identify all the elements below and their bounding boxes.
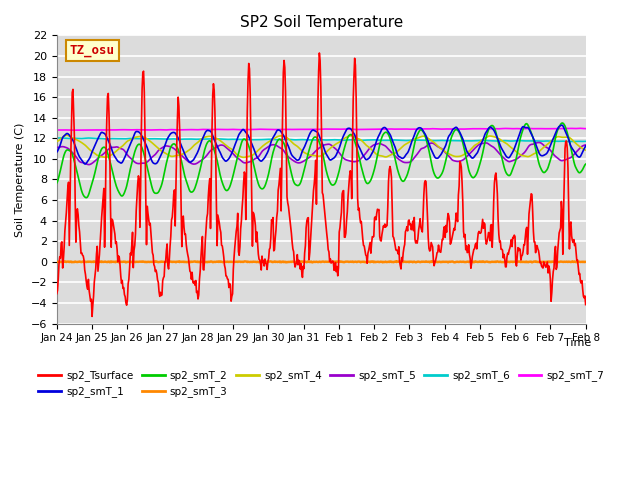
sp2_smT_2 — [401, 176, 409, 181]
sp2_smT_6 — [118, 136, 125, 142]
Text: Time: Time — [564, 338, 591, 348]
sp2_smT_3 — [403, 259, 410, 265]
sp2_smT_6 — [63, 135, 71, 141]
sp2_smT_7 — [70, 127, 78, 133]
sp2_smT_4 — [53, 139, 61, 144]
sp2_smT_4 — [240, 155, 248, 160]
sp2_smT_4 — [387, 152, 394, 158]
sp2_smT_3 — [152, 258, 159, 264]
sp2_smT_3 — [200, 260, 208, 265]
sp2_smT_1 — [82, 161, 90, 167]
Legend: sp2_Tsurface, sp2_smT_1, sp2_smT_2, sp2_smT_3, sp2_smT_4, sp2_smT_5, sp2_smT_6, : sp2_Tsurface, sp2_smT_1, sp2_smT_2, sp2_… — [34, 366, 609, 402]
sp2_smT_4 — [63, 132, 70, 138]
sp2_smT_1 — [172, 130, 179, 136]
sp2_smT_4 — [403, 141, 410, 147]
sp2_smT_6 — [570, 139, 577, 144]
sp2_smT_4 — [172, 153, 179, 159]
sp2_Tsurface — [316, 50, 323, 56]
sp2_smT_2 — [386, 135, 394, 141]
sp2_smT_5 — [199, 156, 207, 162]
Line: sp2_smT_2: sp2_smT_2 — [57, 123, 586, 198]
sp2_Tsurface — [118, 280, 125, 286]
sp2_smT_1 — [582, 143, 589, 149]
sp2_smT_7 — [53, 127, 61, 133]
sp2_smT_1 — [386, 132, 394, 137]
sp2_smT_1 — [199, 134, 207, 140]
Line: sp2_smT_6: sp2_smT_6 — [57, 138, 586, 142]
sp2_smT_6 — [172, 136, 179, 142]
sp2_smT_6 — [582, 138, 589, 144]
sp2_smT_5 — [401, 160, 409, 166]
sp2_smT_5 — [386, 148, 394, 154]
sp2_smT_4 — [118, 144, 125, 150]
sp2_Tsurface — [172, 223, 179, 229]
Line: sp2_smT_5: sp2_smT_5 — [57, 143, 586, 165]
sp2_smT_7 — [576, 125, 584, 131]
sp2_Tsurface — [199, 266, 207, 272]
sp2_smT_2 — [199, 153, 207, 159]
sp2_smT_6 — [401, 138, 409, 144]
sp2_smT_3 — [53, 259, 61, 265]
sp2_smT_6 — [199, 136, 207, 142]
sp2_smT_7 — [582, 126, 589, 132]
Line: sp2_smT_3: sp2_smT_3 — [57, 261, 586, 263]
sp2_smT_5 — [534, 140, 542, 145]
sp2_smT_1 — [63, 131, 70, 137]
sp2_smT_2 — [63, 147, 70, 153]
sp2_smT_2 — [582, 161, 589, 167]
sp2_smT_3 — [199, 259, 207, 265]
Title: SP2 Soil Temperature: SP2 Soil Temperature — [239, 15, 403, 30]
sp2_smT_7 — [118, 127, 125, 132]
sp2_Tsurface — [582, 302, 589, 308]
sp2_Tsurface — [63, 210, 70, 216]
Line: sp2_smT_7: sp2_smT_7 — [57, 128, 586, 130]
sp2_smT_4 — [63, 132, 71, 138]
sp2_smT_6 — [58, 135, 65, 141]
sp2_smT_2 — [118, 193, 125, 199]
sp2_smT_1 — [53, 149, 61, 155]
sp2_smT_1 — [558, 122, 566, 128]
sp2_smT_7 — [199, 127, 207, 132]
sp2_smT_3 — [387, 259, 394, 264]
sp2_smT_5 — [85, 162, 93, 168]
sp2_smT_5 — [118, 146, 125, 152]
sp2_smT_3 — [582, 259, 589, 265]
sp2_smT_5 — [172, 146, 179, 152]
sp2_smT_7 — [172, 127, 179, 132]
Line: sp2_smT_4: sp2_smT_4 — [57, 135, 586, 157]
sp2_smT_7 — [386, 126, 394, 132]
sp2_smT_1 — [118, 160, 125, 166]
sp2_smT_5 — [582, 142, 589, 148]
sp2_smT_6 — [53, 135, 61, 141]
sp2_smT_2 — [83, 195, 90, 201]
sp2_Tsurface — [387, 167, 394, 173]
sp2_smT_3 — [172, 259, 179, 265]
sp2_smT_2 — [53, 180, 61, 186]
sp2_smT_4 — [199, 135, 207, 141]
Text: TZ_osu: TZ_osu — [70, 44, 115, 57]
sp2_smT_2 — [172, 142, 179, 147]
sp2_Tsurface — [53, 291, 61, 297]
Y-axis label: Soil Temperature (C): Soil Temperature (C) — [15, 122, 25, 237]
sp2_smT_5 — [63, 145, 70, 151]
Line: sp2_Tsurface: sp2_Tsurface — [57, 53, 586, 316]
sp2_Tsurface — [403, 227, 410, 233]
sp2_smT_7 — [401, 126, 409, 132]
sp2_smT_7 — [63, 127, 70, 133]
sp2_smT_3 — [63, 259, 70, 265]
sp2_smT_4 — [582, 147, 589, 153]
Line: sp2_smT_1: sp2_smT_1 — [57, 125, 586, 164]
sp2_smT_1 — [401, 153, 409, 158]
sp2_smT_3 — [117, 259, 125, 264]
sp2_smT_6 — [386, 137, 394, 143]
sp2_Tsurface — [88, 313, 96, 319]
sp2_smT_2 — [558, 120, 566, 126]
sp2_smT_5 — [53, 144, 61, 150]
